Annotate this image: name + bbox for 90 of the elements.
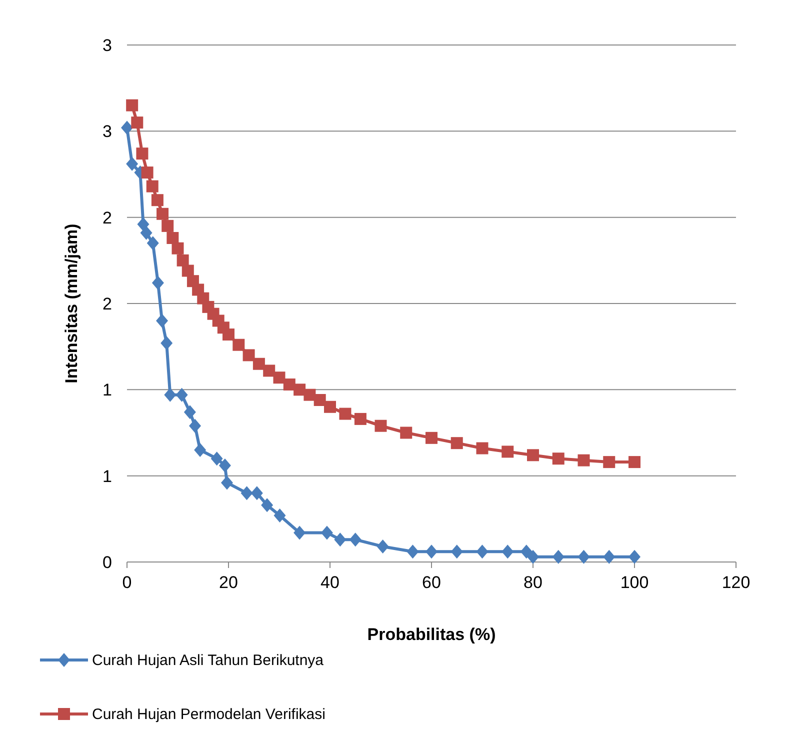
point bbox=[222, 328, 234, 341]
point bbox=[628, 456, 640, 468]
point bbox=[527, 449, 539, 462]
point bbox=[400, 426, 412, 439]
point bbox=[250, 486, 263, 500]
point bbox=[320, 526, 333, 540]
x-tick-label: 120 bbox=[722, 573, 750, 592]
point bbox=[603, 456, 616, 468]
point bbox=[376, 539, 389, 554]
point bbox=[527, 550, 539, 564]
y-axis-title: Intensitas (mm/jam) bbox=[62, 224, 81, 384]
point bbox=[172, 242, 184, 254]
y-tick-label: 0 bbox=[102, 553, 112, 572]
point bbox=[476, 442, 488, 454]
point bbox=[146, 236, 159, 250]
point bbox=[141, 166, 154, 179]
point bbox=[261, 498, 274, 512]
point bbox=[252, 358, 265, 370]
point bbox=[164, 388, 176, 402]
y-tick-label: 2 bbox=[102, 208, 112, 228]
point bbox=[294, 526, 306, 540]
point bbox=[242, 349, 255, 362]
point bbox=[176, 254, 189, 266]
point bbox=[628, 550, 640, 564]
point bbox=[273, 372, 286, 384]
point bbox=[184, 405, 196, 420]
point bbox=[137, 217, 150, 232]
point bbox=[339, 408, 352, 420]
x-axis-title: Probabilitas (%) bbox=[367, 625, 496, 644]
point bbox=[304, 388, 316, 401]
point bbox=[274, 508, 286, 522]
point bbox=[520, 544, 532, 559]
point bbox=[176, 388, 188, 402]
point bbox=[131, 116, 144, 129]
point bbox=[314, 394, 326, 406]
x-tick-label: 40 bbox=[320, 573, 340, 592]
y-tick-label: 1 bbox=[102, 466, 112, 486]
legend-label: Curah Hujan Permodelan Verifikasi bbox=[92, 706, 326, 723]
point bbox=[334, 532, 346, 547]
point bbox=[162, 220, 174, 232]
point bbox=[220, 476, 233, 490]
point bbox=[502, 544, 514, 559]
point bbox=[182, 264, 194, 277]
y-tick-label: 1 bbox=[102, 380, 112, 400]
point bbox=[126, 156, 138, 171]
x-tick-label: 80 bbox=[524, 573, 542, 592]
point bbox=[374, 420, 387, 432]
point bbox=[166, 232, 179, 244]
y-tick-label: 2 bbox=[102, 294, 112, 314]
y-tick-label: 3 bbox=[102, 122, 112, 142]
point bbox=[156, 208, 169, 220]
x-tick-label: 0 bbox=[122, 573, 132, 592]
point bbox=[232, 338, 245, 351]
legend-label: Curah Hujan Asli Tahun Berikutnya bbox=[92, 652, 324, 669]
point bbox=[552, 452, 564, 465]
point bbox=[126, 99, 138, 112]
point bbox=[426, 432, 438, 444]
x-tick-label: 100 bbox=[620, 573, 649, 592]
point bbox=[294, 384, 306, 396]
point bbox=[140, 226, 152, 240]
point bbox=[240, 486, 253, 500]
point bbox=[146, 180, 158, 192]
x-tick-label: 60 bbox=[422, 573, 441, 592]
point bbox=[210, 452, 223, 466]
point bbox=[151, 194, 164, 206]
point bbox=[283, 378, 296, 390]
point bbox=[502, 446, 514, 458]
point bbox=[578, 550, 590, 564]
point bbox=[349, 532, 362, 547]
point bbox=[578, 454, 590, 466]
point bbox=[603, 550, 616, 564]
point bbox=[263, 364, 276, 377]
point bbox=[152, 276, 164, 290]
point bbox=[426, 544, 438, 559]
point bbox=[156, 314, 168, 328]
point bbox=[354, 412, 366, 425]
point bbox=[218, 458, 231, 472]
x-tick-label: 20 bbox=[219, 573, 238, 592]
point bbox=[552, 550, 564, 564]
y-tick-label: 3 bbox=[102, 36, 112, 55]
point bbox=[406, 544, 419, 559]
point bbox=[194, 442, 206, 457]
point bbox=[160, 336, 173, 350]
point bbox=[450, 437, 463, 450]
point bbox=[189, 418, 202, 433]
point bbox=[450, 544, 463, 559]
point bbox=[136, 148, 148, 160]
point bbox=[476, 544, 488, 559]
point bbox=[324, 400, 336, 413]
point bbox=[121, 120, 133, 135]
